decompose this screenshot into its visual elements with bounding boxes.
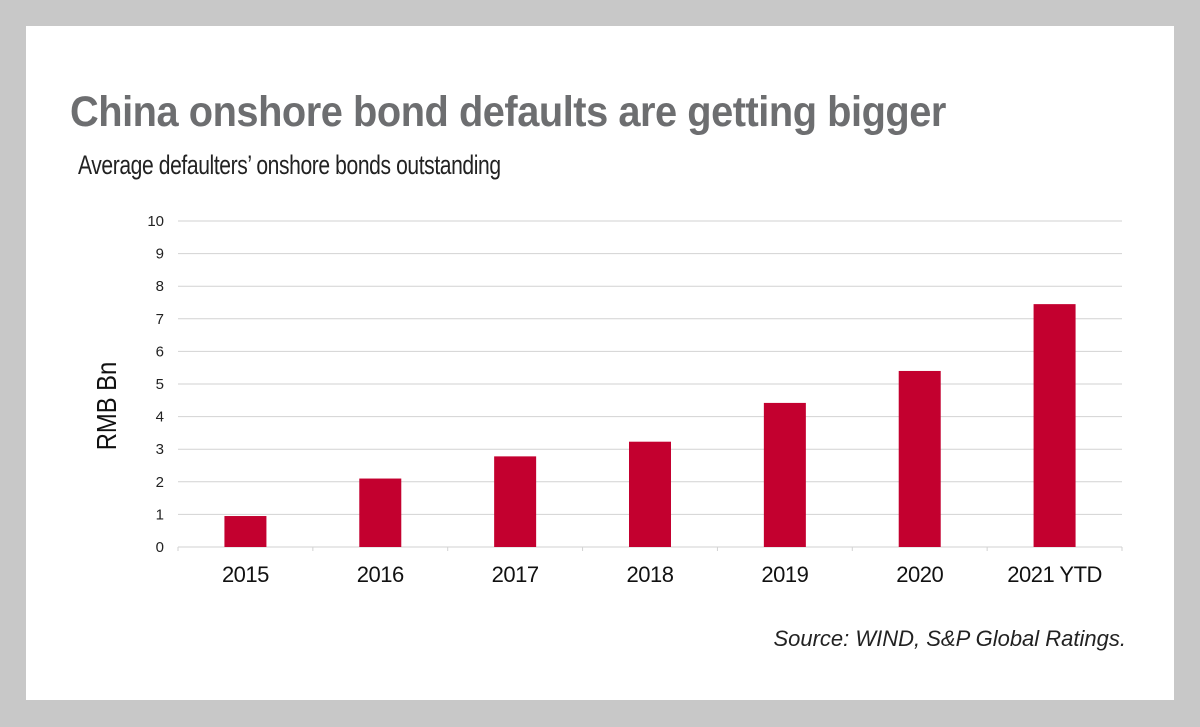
bar-2021-ytd [1033, 304, 1076, 547]
chart-title: China onshore bond defaults are getting … [70, 88, 946, 136]
y-tick-label: 6 [156, 343, 164, 360]
gridlines [177, 220, 1123, 551]
bar-2019 [763, 402, 806, 547]
x-tick-label: 2017 [492, 562, 539, 587]
y-tick-label: 5 [156, 376, 164, 393]
y-tick-label: 7 [156, 311, 164, 328]
bar-2018 [629, 441, 671, 547]
y-tick-label: 4 [156, 409, 164, 426]
bar-chart: 0 1 2 3 4 5 6 7 8 9 10 2015 2016 2017 2018 2019 2020 202… [90, 213, 1123, 587]
bar-2017 [494, 456, 537, 547]
bars [224, 304, 1076, 547]
y-tick-label: 10 [147, 213, 164, 230]
x-tick-label: 2019 [761, 562, 808, 587]
y-axis-ticks: 0 1 2 3 4 5 6 7 8 9 10 [147, 213, 164, 556]
x-axis-ticks: 2015 2016 2017 2018 2019 2020 2021 YTD [222, 562, 1102, 587]
y-tick-label: 0 [156, 539, 164, 556]
source-note: Source: WIND, S&P Global Ratings. [773, 626, 1126, 651]
y-tick-label: 9 [156, 246, 164, 263]
bar-2016 [359, 478, 402, 547]
y-tick-label: 8 [156, 278, 164, 295]
y-tick-label: 3 [156, 441, 164, 458]
x-tick-label: 2020 [896, 562, 943, 587]
x-tick-label: 2021 YTD [1007, 562, 1102, 587]
bar-2020 [898, 370, 941, 547]
x-tick-label: 2015 [222, 562, 269, 587]
y-tick-label: 1 [156, 506, 164, 523]
x-tick-label: 2016 [357, 562, 404, 587]
x-tick-label: 2018 [627, 562, 674, 587]
bar-2015 [224, 516, 267, 547]
y-tick-label: 2 [156, 474, 164, 491]
y-axis-label: RMB Bn [90, 362, 122, 451]
chart-card: China onshore bond defaults are getting … [26, 26, 1174, 700]
chart-subtitle: Average defaulters’ onshore bonds outsta… [78, 150, 501, 180]
